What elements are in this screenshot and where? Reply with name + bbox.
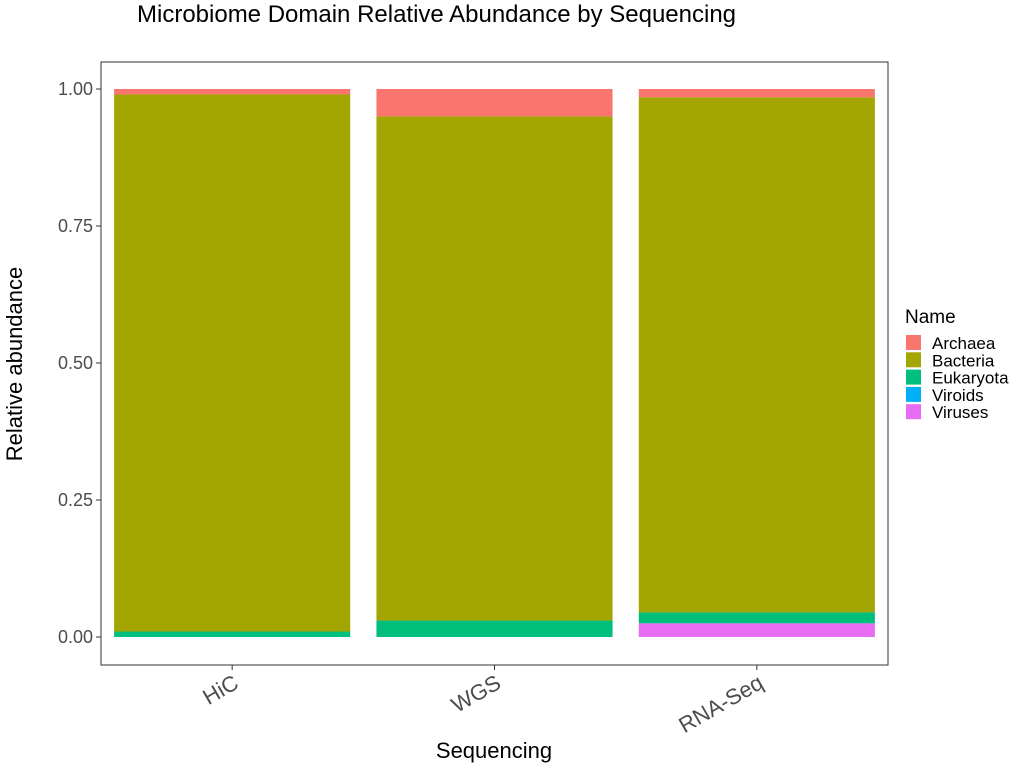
bar-segment-hic-eukaryota (114, 631, 351, 637)
y-tick-label: 0.25 (58, 490, 93, 510)
y-tick-label: 1.00 (58, 79, 93, 99)
bar-segment-wgs-eukaryota (376, 620, 613, 637)
x-tick-label-rna-seq: RNA-Seq (674, 670, 767, 738)
y-axis: 0.00 0.25 0.50 0.75 1.00 (58, 79, 101, 647)
bar-segment-wgs-archaea (376, 89, 613, 117)
legend: Name ArchaeaBacteriaEukaryotaViroidsViru… (905, 307, 1009, 422)
legend-key-archaea (906, 335, 921, 350)
bar-segment-rna-seq-archaea (638, 89, 875, 98)
legend-label-archaea: Archaea (932, 334, 996, 353)
legend-key-viruses (906, 404, 921, 420)
y-tick-label: 0.50 (58, 353, 93, 373)
y-axis-title: Relative abundance (2, 267, 27, 461)
legend-title: Name (905, 307, 956, 328)
bar-segment-rna-seq-eukaryota (638, 612, 875, 624)
bar-segment-rna-seq-viruses (638, 623, 875, 637)
bar-segment-rna-seq-bacteria (638, 97, 875, 613)
chart-title: Microbiome Domain Relative Abundance by … (137, 1, 736, 28)
x-axis: HiC WGS RNA-Seq (198, 665, 767, 738)
y-tick-label: 0.00 (58, 627, 93, 647)
bars-group (114, 89, 875, 637)
legend-key-bacteria (906, 352, 921, 368)
legend-label-bacteria: Bacteria (932, 351, 995, 370)
bar-segment-hic-archaea (114, 89, 351, 95)
bar-segment-hic-bacteria (114, 94, 351, 632)
x-tick-label-hic: HiC (198, 670, 242, 710)
x-tick-label-wgs: WGS (447, 670, 505, 718)
legend-key-viroids (906, 386, 921, 402)
y-tick-label: 0.75 (58, 216, 93, 236)
x-axis-title: Sequencing (436, 738, 552, 763)
legend-label-viruses: Viruses (932, 403, 988, 422)
legend-label-viroids: Viroids (932, 386, 984, 405)
legend-key-eukaryota (906, 369, 921, 385)
bar-segment-wgs-bacteria (376, 116, 613, 621)
legend-label-eukaryota: Eukaryota (932, 369, 1009, 388)
